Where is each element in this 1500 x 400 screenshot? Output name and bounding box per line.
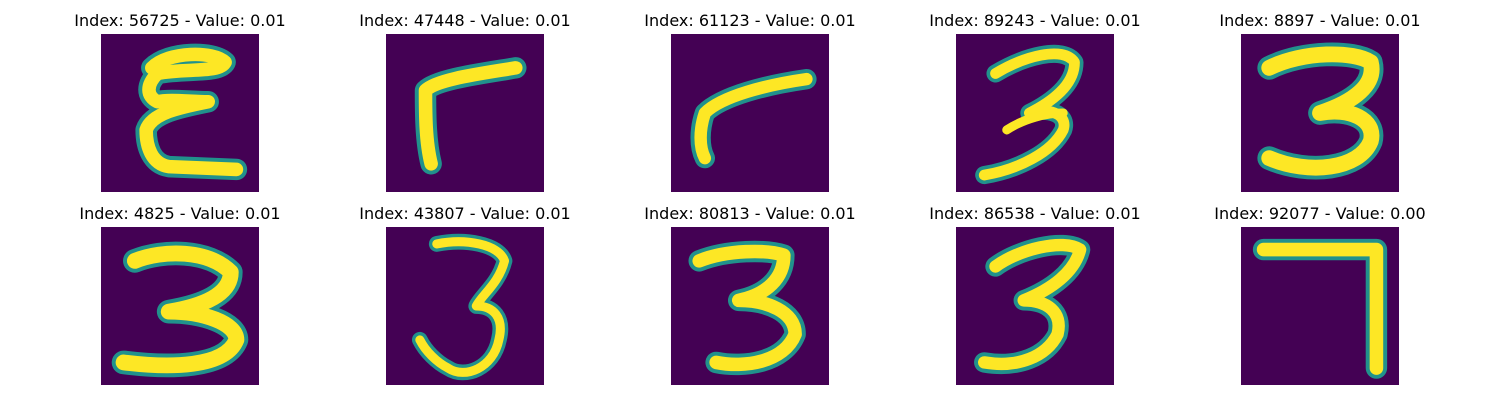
panel-title: Index: 61123 - Value: 0.01	[644, 11, 856, 30]
panel-title: Index: 89243 - Value: 0.01	[929, 11, 1141, 30]
digit-image	[1241, 227, 1399, 385]
digit-image	[101, 34, 259, 192]
digit-panel: Index: 47448 - Value: 0.01	[345, 11, 585, 201]
digit-panel: Index: 61123 - Value: 0.01	[630, 11, 870, 201]
panel-title: Index: 43807 - Value: 0.01	[359, 204, 571, 223]
digit-panel: Index: 8897 - Value: 0.01	[1200, 11, 1440, 201]
digit-image	[671, 227, 829, 385]
digit-panel: Index: 92077 - Value: 0.00	[1200, 204, 1440, 394]
digit-panel: Index: 43807 - Value: 0.01	[345, 204, 585, 394]
panel-title: Index: 86538 - Value: 0.01	[929, 204, 1141, 223]
image-background	[386, 34, 544, 192]
panel-title: Index: 4825 - Value: 0.01	[79, 204, 281, 223]
panel-title: Index: 56725 - Value: 0.01	[74, 11, 286, 30]
digit-panel: Index: 86538 - Value: 0.01	[915, 204, 1155, 394]
panel-title: Index: 80813 - Value: 0.01	[644, 204, 856, 223]
panel-title: Index: 47448 - Value: 0.01	[359, 11, 571, 30]
digit-image	[1241, 34, 1399, 192]
digit-image	[386, 227, 544, 385]
digit-image	[671, 34, 829, 192]
panel-title: Index: 8897 - Value: 0.01	[1219, 11, 1421, 30]
digit-image	[386, 34, 544, 192]
image-background	[386, 227, 544, 385]
digit-panel: Index: 80813 - Value: 0.01	[630, 204, 870, 394]
digit-image	[101, 227, 259, 385]
digit-panel: Index: 89243 - Value: 0.01	[915, 11, 1155, 201]
digit-panel: Index: 4825 - Value: 0.01	[60, 204, 300, 394]
digit-image	[956, 227, 1114, 385]
digit-panel: Index: 56725 - Value: 0.01	[60, 11, 300, 201]
digit-image	[956, 34, 1114, 192]
panel-title: Index: 92077 - Value: 0.00	[1214, 204, 1426, 223]
